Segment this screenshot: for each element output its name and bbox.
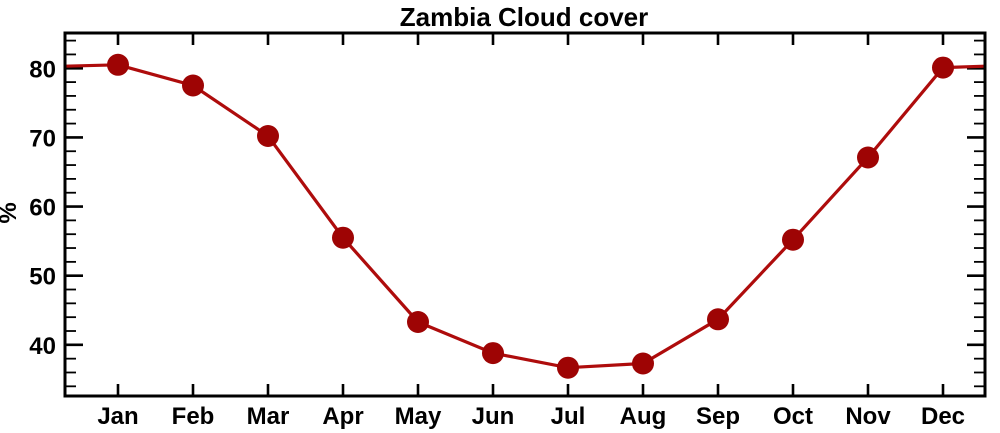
month-label: Dec [921, 403, 965, 430]
month-label: Jun [472, 403, 515, 430]
y-tick-label: 60 [29, 195, 56, 222]
data-point-marker [932, 56, 954, 79]
data-point-marker [857, 146, 879, 169]
y-tick-label: 40 [29, 333, 56, 360]
data-point-marker [782, 228, 804, 251]
data-point-marker [407, 311, 429, 333]
data-point-marker [257, 125, 279, 147]
month-label: Apr [322, 403, 363, 430]
month-label: Sep [696, 403, 740, 430]
chart-title: Zambia Cloud cover [400, 2, 649, 32]
month-label: May [395, 403, 442, 430]
y-tick-label: 80 [29, 56, 56, 83]
month-label: Oct [773, 403, 813, 430]
data-point-marker [557, 356, 579, 379]
y-tick-label: 70 [29, 125, 56, 152]
plot-area: 40 50 60 70 80 Jan Feb Mar Apr May Jun Jul Aug Sep Oct… [29, 31, 987, 430]
series-line [64, 63, 986, 370]
month-label: Aug [620, 403, 667, 430]
data-point-marker [182, 74, 204, 97]
month-label: Feb [172, 403, 215, 430]
plot-border [63, 31, 987, 398]
data-point-marker [107, 53, 129, 76]
y-axis-label: % [0, 202, 22, 223]
month-label: Nov [845, 403, 891, 430]
month-label: Mar [247, 403, 290, 430]
data-point-marker [707, 308, 729, 331]
data-point-marker [482, 342, 504, 365]
month-label: Jan [97, 403, 138, 430]
data-point-marker [632, 352, 654, 375]
month-label: Jul [551, 403, 586, 430]
y-tick-label: 50 [29, 264, 56, 291]
data-point-marker [332, 226, 354, 249]
